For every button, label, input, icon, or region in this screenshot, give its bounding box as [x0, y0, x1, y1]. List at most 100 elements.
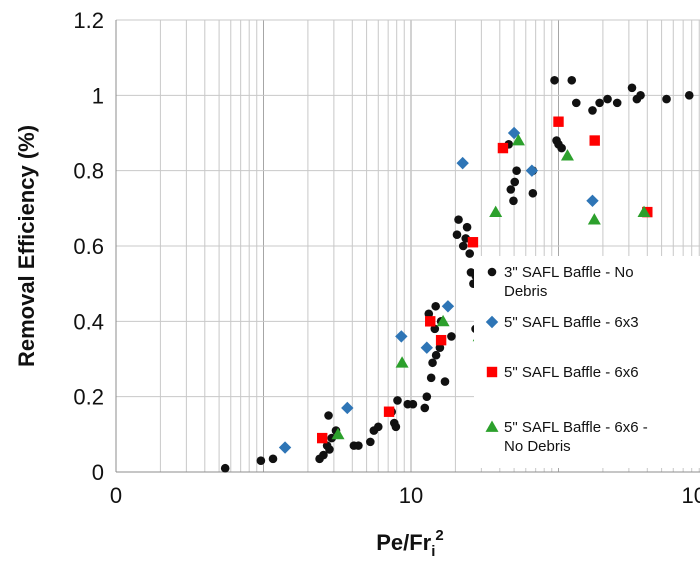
series-6x6-no-debris-point [395, 356, 409, 368]
legend: 3" SAFL Baffle - No Debris 5" SAFL Baffle … [474, 256, 700, 468]
series-6x3-point [586, 194, 599, 207]
legend-label: 5" SAFL Baffle - 6x3 [504, 314, 639, 331]
series-6x3-point [395, 330, 408, 343]
series-no-debris-3in-point [612, 98, 622, 108]
series-no-debris-3in-point [256, 456, 266, 466]
legend-marker [485, 420, 499, 432]
legend-label-line: 3" SAFL Baffle - No [504, 264, 634, 281]
x-tick-label: 10 [399, 483, 423, 508]
legend-box [474, 256, 700, 468]
series-6x3-point [278, 441, 292, 454]
series-no-debris-3in-point [408, 399, 418, 409]
series-6x3-point [341, 401, 354, 415]
series-no-debris-3in-point [354, 441, 363, 450]
series-no-debris-3in-point [324, 411, 333, 420]
series-no-debris-3in-point [462, 222, 472, 232]
series-no-debris-3in-point [424, 309, 434, 319]
data-points [220, 75, 694, 473]
series-no-debris-3in-point [366, 437, 375, 447]
series-no-debris-3in-point [268, 454, 278, 464]
series-6x6-point [425, 316, 436, 327]
x-tick-labels: 0 10 1000 [110, 483, 700, 508]
x-axis-title-main: Pe/Fr [376, 530, 431, 555]
y-tick-label: 0 [92, 460, 104, 485]
legend-label-line: 5" SAFL Baffle - 6x3 [504, 314, 639, 331]
series-no-debris-3in-point [452, 230, 462, 239]
legend-marker [486, 366, 498, 378]
series-no-debris-3in-point [506, 185, 516, 194]
series-no-debris-3in-point [426, 373, 436, 383]
series-no-debris-3in-point [528, 188, 538, 198]
y-tick-labels: 0 0.2 0.4 0.6 0.8 1 1.2 [73, 8, 104, 485]
series-no-debris-3in-point [325, 445, 334, 454]
series-no-debris-3in-point [435, 343, 445, 353]
y-tick-label: 0.4 [73, 309, 104, 334]
series-no-debris-3in-point [393, 396, 402, 405]
series-no-debris-3in-point [510, 177, 520, 187]
legend-label-line: No Debris [504, 438, 571, 455]
series-6x6-no-debris-point [489, 205, 503, 217]
x-axis-title-subscript: i [431, 543, 435, 560]
series-6x6-point [383, 406, 395, 417]
series-no-debris-3in-point [440, 377, 450, 386]
series-no-debris-3in-point [428, 358, 437, 368]
series-no-debris-3in-point [636, 91, 645, 100]
legend-label-line: 5" SAFL Baffle - 6x6 [504, 364, 639, 381]
series-6x3-point [441, 300, 455, 313]
x-axis-title-superscript: 2 [435, 527, 443, 544]
series-no-debris-3in-point [319, 450, 328, 460]
legend-marker [485, 315, 499, 329]
y-tick-label: 0.6 [73, 234, 104, 259]
series-no-debris-3in-point [430, 324, 440, 334]
series-no-debris-3in-point [422, 392, 432, 401]
series-6x6-no-debris-point [560, 149, 574, 161]
series-6x3-point [525, 164, 539, 177]
series-no-debris-3in-point [447, 332, 456, 341]
series-6x6-point [497, 142, 509, 154]
series-no-debris-3in-point [512, 166, 521, 175]
series-6x6-no-debris-point [587, 213, 601, 225]
x-tick-label: 0 [110, 483, 122, 508]
legend-label-line: 5" SAFL Baffle - 6x6 - [504, 419, 648, 436]
y-axis-title: Removal Efficiency (%) [14, 125, 39, 367]
series-6x6-point [467, 237, 479, 248]
x-axis-title: Pe/Fri2 [376, 527, 444, 560]
y-tick-label: 0.2 [73, 385, 104, 410]
legend-label-line: Debris [504, 283, 547, 300]
legend-marker [487, 267, 497, 277]
series-no-debris-3in-point [557, 143, 566, 153]
series-no-debris-3in-point [431, 350, 441, 360]
series-no-debris-3in-point [588, 106, 597, 115]
series-no-debris-3in-point [509, 196, 518, 206]
series-6x6-point [553, 116, 564, 127]
series-6x3-point [456, 156, 469, 170]
series-no-debris-3in-point [220, 463, 230, 473]
legend-label: 5" SAFL Baffle - 6x6 [504, 364, 639, 381]
series-6x6-point [589, 135, 600, 146]
y-tick-label: 1 [92, 83, 104, 108]
series-no-debris-3in-point [627, 83, 637, 93]
series-no-debris-3in-point [684, 91, 694, 100]
legend-label: 5" SAFL Baffle - 6x6 - No Debris [504, 419, 648, 455]
series-no-debris-3in-point [454, 215, 463, 224]
series-no-debris-3in-point [603, 94, 612, 104]
series-no-debris-3in-point [391, 422, 401, 432]
series-no-debris-3in-point [567, 75, 577, 85]
series-6x6-point [316, 432, 328, 444]
series-6x6-point [435, 334, 447, 346]
series-no-debris-3in-point [595, 98, 604, 108]
series-6x6-no-debris-point [637, 205, 651, 217]
series-no-debris-3in-point [431, 301, 440, 311]
series-no-debris-3in-point [420, 403, 430, 413]
series-6x6-no-debris-point [436, 314, 450, 327]
series-no-debris-3in-point [465, 249, 474, 258]
legend-label: 3" SAFL Baffle - No Debris [504, 264, 634, 300]
x-tick-label: 1000 [682, 483, 700, 508]
series-no-debris-3in-point [662, 94, 671, 104]
series-6x6-no-debris-point [511, 134, 525, 146]
series-no-debris-3in-point [373, 422, 383, 432]
series-6x3-point [507, 126, 521, 140]
axes [115, 20, 700, 473]
y-tick-label: 1.2 [73, 8, 104, 33]
